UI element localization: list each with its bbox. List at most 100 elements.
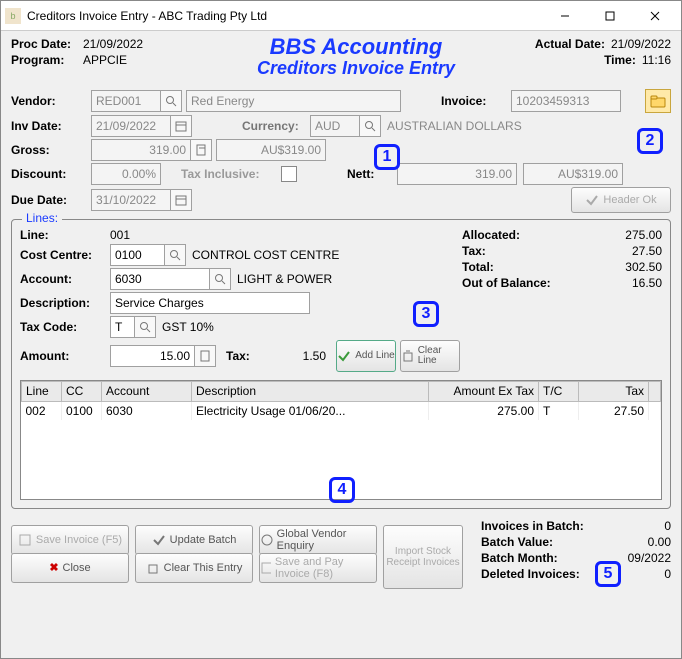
search-icon[interactable] [134,316,156,338]
line-tax-label: Tax: [226,349,266,363]
cost-centre-label: Cost Centre: [20,248,110,262]
save-invoice-label: Save Invoice (F5) [36,534,122,546]
save-pay-button[interactable]: Save and Pay Invoice (F8) [259,553,377,583]
search-icon[interactable] [164,244,186,266]
gross-input[interactable]: 319.00 [91,139,191,161]
col-line[interactable]: Line [22,381,62,401]
search-icon[interactable] [209,268,231,290]
amount-input[interactable]: 15.00 [110,345,195,367]
import-stock-label: Import Stock Receipt Invoices [384,546,462,568]
invoices-in-batch-value: 0 [664,519,671,533]
clear-entry-button[interactable]: Clear This Entry [135,553,253,583]
account-name: LIGHT & POWER [237,272,332,286]
app-subtitle: Creditors Invoice Entry [211,59,501,79]
vendor-label: Vendor: [11,94,91,108]
close-label: Close [63,562,91,574]
calculator-icon[interactable] [190,139,212,161]
oob-label: Out of Balance: [462,276,551,290]
vendor-code-input[interactable]: RED001 [91,90,161,112]
due-date-label: Due Date: [11,193,91,207]
search-icon[interactable] [359,115,381,137]
batch-value-label: Batch Value: [481,535,553,549]
nett-input: 319.00 [397,163,517,185]
oob-value: 16.50 [632,276,662,290]
proc-date-label: Proc Date: [11,37,83,51]
folder-icon[interactable] [645,89,671,113]
due-date-input[interactable]: 31/10/2022 [91,189,171,211]
col-amt[interactable]: Amount Ex Tax [429,381,539,401]
calendar-icon[interactable] [170,189,192,211]
nett-label: Nett: [347,167,397,181]
vendor-name-input: Red Energy [186,90,401,112]
deleted-invoices-value: 0 [664,567,671,581]
clear-entry-label: Clear This Entry [164,562,243,574]
add-line-button[interactable]: Add Line [336,340,396,372]
cost-centre-input[interactable]: 0100 [110,244,165,266]
minimize-button[interactable] [542,1,587,31]
currency-code-input[interactable]: AUD [310,115,360,137]
lines-legend: Lines: [22,211,62,225]
col-cc[interactable]: CC [62,381,102,401]
time-value: 11:16 [642,53,671,67]
tax-code-name: GST 10% [162,320,214,334]
inv-date-input[interactable]: 21/09/2022 [91,115,171,137]
search-icon[interactable] [160,90,182,112]
update-batch-button[interactable]: Update Batch [135,525,253,555]
table-row[interactable]: 00201006030Electricity Usage 01/06/20...… [22,401,661,420]
global-vendor-label: Global Vendor Enquiry [277,528,376,552]
tax-total-label: Tax: [462,244,486,258]
calendar-icon[interactable] [170,115,192,137]
total-value: 302.50 [625,260,662,274]
maximize-button[interactable] [587,1,632,31]
lines-grid[interactable]: Line CC Account Description Amount Ex Ta… [20,380,662,500]
tax-inclusive-label: Tax Inclusive: [181,167,281,181]
lines-fieldset: Lines: Line:001 Cost Centre: 0100 CONTRO… [11,219,671,509]
app-icon: b [5,8,21,24]
actual-date-label: Actual Date: [535,37,605,51]
tax-code-input[interactable]: T [110,316,135,338]
cost-centre-name: CONTROL COST CENTRE [192,248,339,262]
col-account[interactable]: Account [102,381,192,401]
total-label: Total: [462,260,494,274]
gross-fx: AU$319.00 [216,139,326,161]
currency-label: Currency: [242,119,310,133]
close-icon: ✖ [49,561,58,574]
col-desc[interactable]: Description [192,381,429,401]
close-button[interactable] [632,1,677,31]
tax-inclusive-checkbox[interactable] [281,166,297,182]
account-label: Account: [20,272,110,286]
amount-label: Amount: [20,349,110,363]
col-tax[interactable]: Tax [579,381,649,401]
actual-date-value: 21/09/2022 [611,37,671,51]
header-ok-label: Header Ok [603,194,656,206]
title-block: BBS Accounting Creditors Invoice Entry [211,35,501,79]
import-stock-button[interactable]: Import Stock Receipt Invoices [383,525,463,589]
window-title: Creditors Invoice Entry - ABC Trading Pt… [27,9,267,23]
header-ok-button[interactable]: Header Ok [571,187,671,213]
invoice-label: Invoice: [441,94,511,108]
description-label: Description: [20,296,110,310]
app-title: BBS Accounting [211,35,501,59]
clear-line-button[interactable]: Clear Line [400,340,460,372]
line-no-label: Line: [20,228,110,242]
titlebar: b Creditors Invoice Entry - ABC Trading … [1,1,681,31]
calculator-icon[interactable] [194,345,216,367]
save-pay-label: Save and Pay Invoice (F8) [275,556,376,580]
account-input[interactable]: 6030 [110,268,210,290]
col-tc[interactable]: T/C [539,381,579,401]
nett-fx: AU$319.00 [523,163,623,185]
batch-value-value: 0.00 [648,535,671,549]
gross-label: Gross: [11,143,91,157]
global-vendor-button[interactable]: Global Vendor Enquiry [259,525,377,555]
invoice-no-input[interactable]: 10203459313 [511,90,621,112]
save-invoice-button[interactable]: Save Invoice (F5) [11,525,129,555]
batch-month-label: Batch Month: [481,551,558,565]
description-input[interactable]: Service Charges [110,292,310,314]
time-label: Time: [604,53,636,67]
close-app-button[interactable]: ✖ Close [11,553,129,583]
currency-name: AUSTRALIAN DOLLARS [387,119,522,133]
proc-date-value: 21/09/2022 [83,37,143,51]
allocated-label: Allocated: [462,228,520,242]
discount-input[interactable]: 0.00% [91,163,161,185]
batch-month-value: 09/2022 [628,551,671,565]
